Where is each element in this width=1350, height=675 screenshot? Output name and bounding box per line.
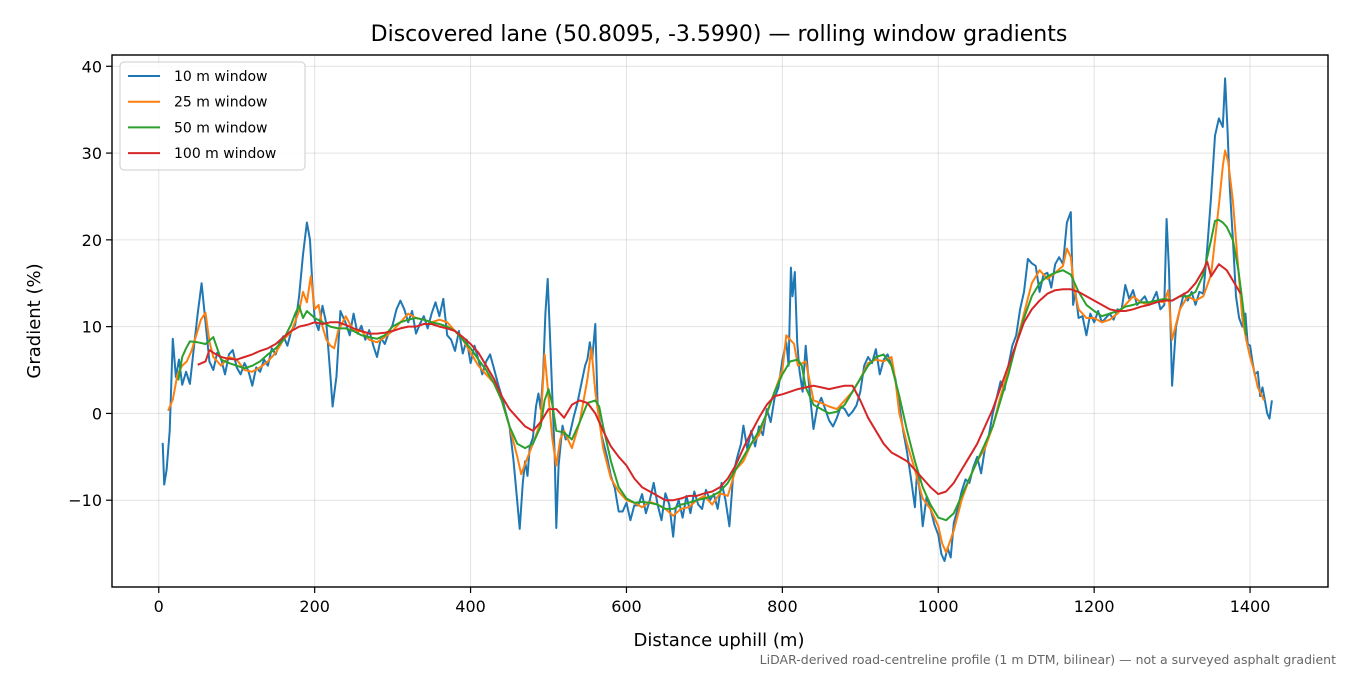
x-tick-label: 400 [455,597,486,616]
y-tick-label: 20 [82,231,102,250]
plot-series [161,77,1273,562]
x-axis-label: Distance uphill (m) [634,630,805,651]
y-tick-label: −10 [68,491,102,510]
axis-ticks: 0 200 400 600 800 1000 1200 1400 −10 0 10 20 30 40 [68,57,1270,616]
gridlines [112,55,1328,587]
legend-label: 10 m window [174,69,267,85]
legend: 10 m window 25 m window 50 m window 100 m w… [119,61,306,171]
y-tick-label: 0 [92,404,102,423]
plot-area-frame [111,54,1329,588]
series-line-3 [177,218,1248,522]
legend-box [119,61,306,171]
x-tick-label: 1400 [1230,597,1271,616]
x-tick-label: 1200 [1074,597,1115,616]
footnote: LiDAR-derived road-centreline profile (1… [760,652,1336,667]
legend-label: 100 m window [174,146,276,162]
series-line-2 [167,149,1265,554]
y-tick-label: 40 [82,57,102,76]
x-tick-label: 600 [611,597,642,616]
chart-title: Discovered lane (50.8095, -3.5990) — rol… [371,22,1068,47]
series-line-4 [197,260,1242,502]
x-tick-label: 200 [299,597,330,616]
y-tick-label: 10 [82,318,102,337]
x-tick-label: 0 [154,597,164,616]
x-tick-label: 800 [767,597,798,616]
y-axis-label: Gradient (%) [24,263,45,378]
x-tick-label: 1000 [918,597,959,616]
legend-label: 25 m window [174,95,267,111]
y-tick-label: 30 [82,144,102,163]
legend-label: 50 m window [174,120,267,136]
